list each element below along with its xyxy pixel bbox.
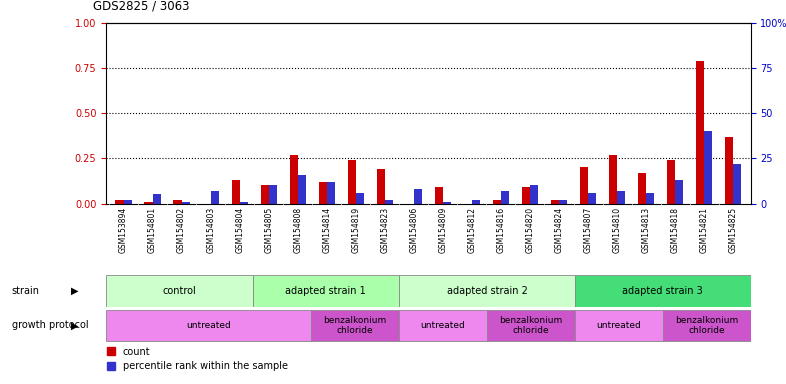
Bar [269,185,277,204]
Text: GSM154814: GSM154814 [322,207,331,253]
Bar [472,200,480,204]
Bar [675,180,683,204]
Bar [327,182,335,204]
Text: GSM154816: GSM154816 [497,207,505,253]
Bar [261,185,269,204]
Text: control: control [163,286,196,296]
Bar [399,275,575,306]
Text: GSM154812: GSM154812 [468,207,476,253]
Bar [575,275,751,306]
Legend: count, percentile rank within the sample: count, percentile rank within the sample [103,343,292,375]
Bar [106,310,311,341]
Bar [443,202,451,204]
Bar [399,310,487,341]
Bar [725,137,733,204]
Bar [667,160,675,204]
Text: GSM154825: GSM154825 [729,207,738,253]
Text: untreated: untreated [421,321,465,330]
Bar [617,191,625,204]
Bar [704,131,712,204]
Text: GSM154809: GSM154809 [439,207,447,253]
Bar [501,191,509,204]
Text: GSM154821: GSM154821 [700,207,709,253]
Text: GSM154820: GSM154820 [526,207,534,253]
Text: GSM154802: GSM154802 [177,207,186,253]
Text: GSM154810: GSM154810 [612,207,622,253]
Bar [638,173,646,204]
Text: GSM154803: GSM154803 [206,207,215,253]
Bar [298,175,306,204]
Text: adapted strain 2: adapted strain 2 [446,286,527,296]
Text: benzalkonium
chloride: benzalkonium chloride [324,316,387,335]
Bar [663,310,751,341]
Text: ▶: ▶ [71,320,79,331]
Bar [493,200,501,204]
Text: GSM154806: GSM154806 [410,207,418,253]
Bar [646,193,654,204]
Text: strain: strain [12,286,40,296]
Text: untreated: untreated [186,321,231,330]
Bar [551,200,559,204]
Bar [530,185,538,204]
Bar [240,202,248,204]
Text: GSM154824: GSM154824 [554,207,564,253]
Bar [356,193,364,204]
Text: GSM154804: GSM154804 [235,207,244,253]
Bar [696,61,704,204]
Bar [311,310,399,341]
Text: benzalkonium
chloride: benzalkonium chloride [675,316,738,335]
Bar [174,200,182,204]
Text: GSM154805: GSM154805 [264,207,274,253]
Bar [123,200,132,204]
Bar [522,187,530,204]
Bar [435,187,443,204]
Bar [252,275,399,306]
Bar [733,164,741,204]
Bar [318,182,327,204]
Text: GSM154801: GSM154801 [148,207,157,253]
Text: benzalkonium
chloride: benzalkonium chloride [499,316,563,335]
Bar [152,195,160,204]
Bar [414,189,422,204]
Bar [487,310,575,341]
Bar [182,202,189,204]
Text: GSM154819: GSM154819 [351,207,360,253]
Bar [289,155,298,204]
Text: ▶: ▶ [71,286,79,296]
Bar [116,200,123,204]
Bar [106,275,252,306]
Bar [385,200,393,204]
Bar [232,180,240,204]
Bar [376,169,385,204]
Bar [145,202,152,204]
Bar [211,191,219,204]
Text: GSM154818: GSM154818 [670,207,680,253]
Bar [580,167,588,204]
Text: adapted strain 1: adapted strain 1 [285,286,366,296]
Bar [588,193,596,204]
Text: growth protocol: growth protocol [12,320,88,331]
Text: adapted strain 3: adapted strain 3 [623,286,703,296]
Bar [575,310,663,341]
Text: GSM154808: GSM154808 [293,207,303,253]
Bar [609,155,617,204]
Text: GSM154823: GSM154823 [380,207,389,253]
Text: GSM154813: GSM154813 [641,207,651,253]
Text: GSM154807: GSM154807 [583,207,593,253]
Bar [559,200,567,204]
Text: untreated: untreated [597,321,641,330]
Text: GDS2825 / 3063: GDS2825 / 3063 [94,0,189,12]
Text: GSM153894: GSM153894 [119,207,128,253]
Bar [347,160,356,204]
